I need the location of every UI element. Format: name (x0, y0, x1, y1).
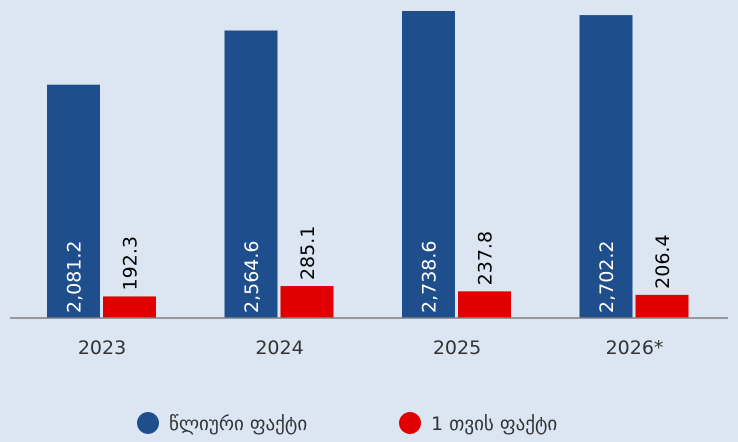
legend-label: წლიური ფაქტი (169, 413, 307, 435)
bar (635, 294, 689, 318)
value-label: 2,738.6 (419, 240, 441, 313)
x-tick-label: 2023 (78, 337, 126, 359)
value-label: 285.1 (297, 226, 319, 280)
bar (579, 15, 633, 319)
bar (47, 84, 100, 318)
value-label: 192.3 (120, 236, 142, 290)
x-tick-label: 2025 (433, 337, 481, 359)
bar (224, 30, 278, 319)
value-label: 2,702.2 (596, 240, 618, 313)
legend-marker (399, 412, 421, 434)
bar (103, 296, 156, 318)
bar (402, 11, 455, 318)
x-tick-label: 2026* (606, 337, 664, 359)
legend-marker (137, 412, 159, 434)
value-label: 2,081.2 (64, 240, 86, 313)
bar (458, 291, 511, 318)
value-label: 2,564.6 (241, 240, 263, 313)
x-tick-label: 2024 (255, 337, 303, 359)
value-label: 237.8 (475, 231, 497, 285)
legend-label: 1 თვის ფაქტი (431, 413, 557, 435)
bar (280, 286, 334, 318)
value-label: 206.4 (652, 234, 674, 288)
